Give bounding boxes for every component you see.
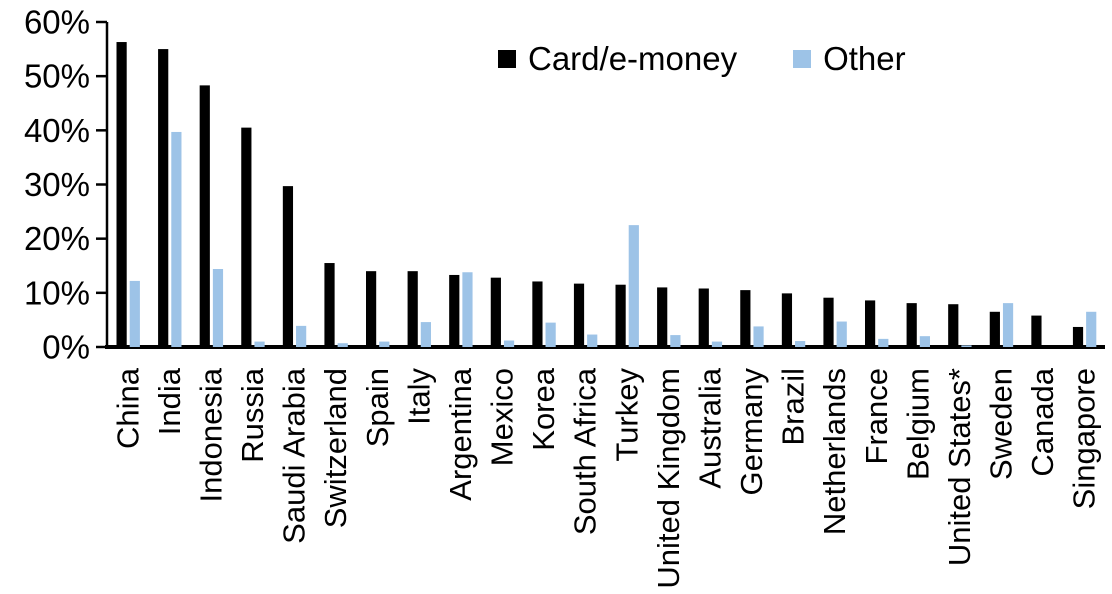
- x-category-label-argentina: Argentina: [443, 367, 478, 500]
- x-category-label-united-states: United States*: [942, 368, 977, 566]
- bar-card-e-money-spain: [366, 271, 377, 347]
- bar-other-sweden: [1002, 303, 1014, 347]
- bar-card-e-money-mexico: [490, 277, 501, 347]
- bar-card-e-money-australia: [698, 288, 709, 347]
- bar-card-e-money-korea: [532, 281, 543, 347]
- bar-card-e-money-china: [116, 42, 127, 348]
- bar-card-e-money-indonesia: [199, 85, 210, 347]
- legend-label-other: Other: [823, 40, 906, 77]
- x-category-label-spain: Spain: [360, 368, 395, 447]
- bar-card-e-money-united-states: [948, 304, 959, 347]
- x-category-label-australia: Australia: [692, 367, 727, 488]
- x-category-label-indonesia: Indonesia: [193, 367, 228, 502]
- y-tick-label-60: 60%: [24, 4, 90, 41]
- bar-other-spain: [379, 341, 390, 347]
- x-category-label-italy: Italy: [401, 368, 436, 425]
- bar-card-e-money-switzerland: [324, 263, 335, 347]
- bar-card-e-money-singapore: [1072, 326, 1084, 347]
- bar-card-e-money-india: [158, 49, 169, 347]
- bar-other-korea: [545, 322, 556, 347]
- bar-card-e-money-sweden: [989, 311, 1000, 347]
- y-tick-label-50: 50%: [24, 58, 90, 95]
- x-category-label-india: India: [152, 367, 187, 435]
- chart-legend: Card/e-money Other: [498, 42, 906, 75]
- bar-card-e-money-south-africa: [573, 283, 585, 347]
- bar-other-germany: [753, 326, 764, 347]
- x-category-label-brazil: Brazil: [776, 368, 811, 446]
- bar-other-australia: [711, 341, 723, 347]
- bar-card-e-money-argentina: [449, 274, 460, 347]
- x-category-label-singapore: Singapore: [1067, 368, 1102, 509]
- bar-other-belgium: [919, 336, 930, 347]
- x-category-label-canada: Canada: [1025, 367, 1060, 476]
- bar-card-e-money-netherlands: [823, 297, 834, 347]
- bar-other-saudi-arabia: [296, 325, 307, 347]
- y-tick-label-20: 20%: [24, 220, 90, 257]
- bar-card-e-money-brazil: [781, 293, 793, 347]
- bar-other-brazil: [795, 341, 806, 347]
- bar-card-e-money-france: [865, 300, 876, 347]
- x-category-label-sweden: Sweden: [984, 368, 1019, 480]
- bar-other-singapore: [1086, 311, 1097, 347]
- x-category-label-belgium: Belgium: [900, 368, 935, 480]
- bar-other-argentina: [462, 272, 473, 347]
- bar-card-e-money-belgium: [906, 303, 917, 347]
- x-category-label-united-kingdom: United Kingdom: [651, 368, 686, 589]
- x-category-label-netherlands: Netherlands: [817, 368, 852, 535]
- x-category-label-saudi-arabia: Saudi Arabia: [277, 367, 312, 544]
- bar-card-e-money-germany: [740, 290, 751, 347]
- bar-other-italy: [420, 322, 431, 347]
- x-category-label-switzerland: Switzerland: [318, 368, 353, 528]
- other-swatch-icon: [793, 49, 812, 68]
- x-category-label-korea: Korea: [526, 367, 561, 450]
- x-category-label-south-africa: South Africa: [568, 367, 603, 535]
- x-category-label-germany: Germany: [734, 368, 769, 496]
- bar-other-united-kingdom: [670, 335, 681, 347]
- bar-card-e-money-united-kingdom: [657, 287, 668, 347]
- y-tick-label-0: 0%: [42, 329, 90, 366]
- bar-card-e-money-russia: [241, 127, 252, 347]
- bar-card-e-money-turkey: [615, 284, 626, 347]
- y-tick-label-40: 40%: [24, 112, 90, 149]
- y-tick-label-10: 10%: [24, 274, 90, 311]
- legend-item-card-e-money: Card/e-money: [498, 42, 737, 75]
- y-tick-label-30: 30%: [24, 166, 90, 203]
- bar-card-e-money-canada: [1031, 315, 1042, 347]
- legend-item-other: Other: [793, 42, 906, 75]
- legend-label-card-e-money: Card/e-money: [528, 40, 738, 77]
- bar-other-south-africa: [587, 334, 598, 347]
- x-category-label-turkey: Turkey: [609, 368, 644, 462]
- x-category-label-china: China: [110, 367, 145, 449]
- bar-other-china: [129, 280, 140, 347]
- bar-other-netherlands: [836, 321, 847, 347]
- bar-other-united-states: [961, 345, 972, 347]
- bar-other-indonesia: [212, 269, 224, 347]
- bar-card-e-money-italy: [407, 271, 418, 347]
- bar-other-russia: [254, 341, 265, 347]
- bar-other-switzerland: [337, 343, 348, 347]
- card-e-money-swatch-icon: [498, 49, 516, 68]
- bar-other-france: [878, 338, 889, 347]
- bar-other-turkey: [628, 225, 639, 347]
- bar-card-e-money-saudi-arabia: [282, 186, 294, 347]
- bar-other-mexico: [503, 340, 515, 347]
- x-category-label-france: France: [859, 368, 894, 464]
- x-category-label-russia: Russia: [235, 367, 270, 463]
- bar-other-india: [171, 131, 182, 347]
- x-category-label-mexico: Mexico: [485, 368, 520, 466]
